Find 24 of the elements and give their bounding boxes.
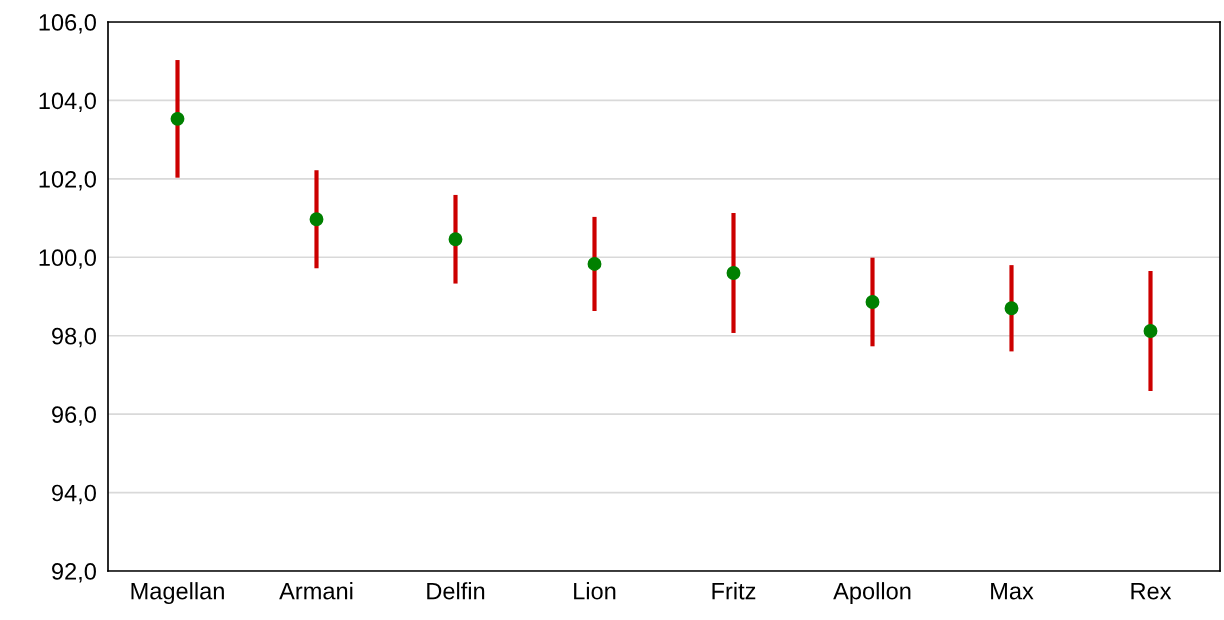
point [309, 212, 324, 227]
x-tick-label: Lion [574, 582, 616, 600]
point [865, 295, 880, 309]
point [170, 111, 185, 126]
y-tick-label: 100,0 [39, 249, 96, 269]
x-tick-label: Max [991, 582, 1034, 600]
x-tick-label: Fritz [712, 582, 756, 600]
y-tick-label: 98,0 [52, 327, 96, 348]
x-tick-label: Armani [279, 582, 353, 600]
point [448, 232, 463, 247]
y-tick-label: 102,0 [39, 170, 96, 191]
x-tick-label: Rex [1131, 582, 1172, 600]
y-tick-label: 106,0 [39, 14, 96, 34]
x-tick-label: Delfin [427, 582, 485, 600]
y-tick-label: 96,0 [52, 406, 96, 426]
x-tick-label: Magellan [131, 582, 224, 605]
point [587, 257, 602, 271]
point [1143, 324, 1158, 338]
point [1004, 301, 1019, 316]
point [726, 266, 741, 280]
y-tick-label: 94,0 [52, 484, 96, 505]
x-tick-label: Apollon [833, 582, 911, 605]
y-tick-label: 104,0 [39, 92, 96, 113]
y-tick-label: 92,0 [52, 563, 96, 583]
